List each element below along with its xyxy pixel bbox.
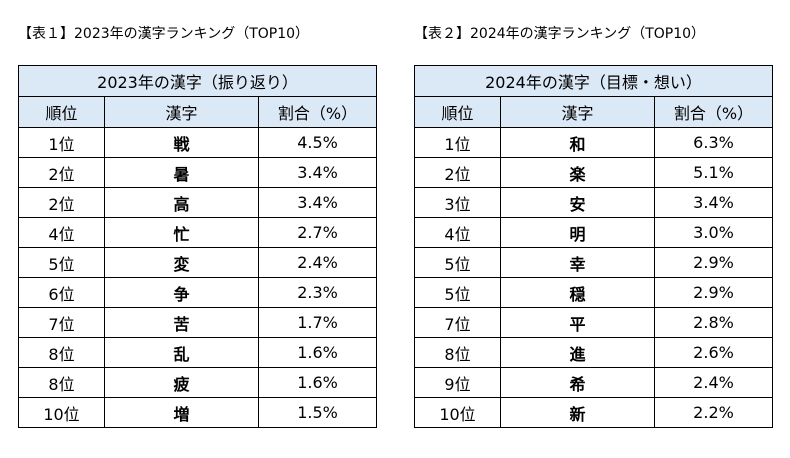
table1-header-rank: 順位 <box>18 96 105 128</box>
kanji-cell: 安 <box>500 187 655 218</box>
table1-caption: 【表１】2023年の漢字ランキング（TOP10） <box>18 26 310 42</box>
share-cell: 2.3% <box>257 277 378 308</box>
table-row: 2位 楽 5.1% <box>414 157 773 188</box>
rank-cell: 4位 <box>414 217 501 248</box>
kanji-cell: 和 <box>500 127 655 158</box>
table1-title: 2023年の漢字（振り返り） <box>17 65 378 97</box>
share-cell: 1.5% <box>257 397 378 428</box>
share-cell: 2.9% <box>654 277 773 308</box>
share-cell: 4.5% <box>257 127 378 158</box>
table-row: 2位 暑 3.4% <box>18 157 378 188</box>
kanji-cell: 乱 <box>104 337 259 368</box>
share-cell: 2.2% <box>654 397 773 428</box>
rank-cell: 7位 <box>18 307 105 338</box>
share-cell: 5.1% <box>654 157 773 188</box>
rank-cell: 1位 <box>414 127 501 158</box>
rank-cell: 4位 <box>18 217 105 248</box>
table-row: 5位 幸 2.9% <box>414 247 773 278</box>
table-row: 4位 忙 2.7% <box>18 217 378 248</box>
table-row: 6位 争 2.3% <box>18 277 378 308</box>
kanji-cell: 平 <box>500 307 655 338</box>
share-cell: 3.0% <box>654 217 773 248</box>
kanji-cell: 増 <box>104 397 259 428</box>
table-row: 1位 和 6.3% <box>414 127 773 158</box>
table-row: 7位 平 2.8% <box>414 307 773 338</box>
table-row: 2位 高 3.4% <box>18 187 378 218</box>
rank-cell: 5位 <box>414 277 501 308</box>
rank-cell: 8位 <box>18 337 105 368</box>
kanji-cell: 戦 <box>104 127 259 158</box>
table2-header-rank: 順位 <box>414 96 501 128</box>
rank-cell: 3位 <box>414 187 501 218</box>
table1-header-kanji: 漢字 <box>104 96 259 128</box>
table2-title: 2024年の漢字（目標・想い） <box>414 65 773 97</box>
share-cell: 1.7% <box>257 307 378 338</box>
rank-cell: 5位 <box>414 247 501 278</box>
table-row: 1位 戦 4.5% <box>18 127 378 158</box>
kanji-cell: 苦 <box>104 307 259 338</box>
rank-cell: 9位 <box>414 367 501 398</box>
table1: 2023年の漢字（振り返り） 順位 漢字 割合（%） 1位 戦 4.5% 2位 … <box>17 65 378 428</box>
table-row: 5位 変 2.4% <box>18 247 378 278</box>
share-cell: 3.4% <box>257 157 378 188</box>
share-cell: 6.3% <box>654 127 773 158</box>
table-row: 10位 増 1.5% <box>18 397 378 428</box>
table-row: 10位 新 2.2% <box>414 397 773 428</box>
kanji-cell: 明 <box>500 217 655 248</box>
table-row: 7位 苦 1.7% <box>18 307 378 338</box>
rank-cell: 6位 <box>18 277 105 308</box>
rank-cell: 10位 <box>414 397 501 428</box>
kanji-cell: 楽 <box>500 157 655 188</box>
table-row: 8位 進 2.6% <box>414 337 773 368</box>
kanji-cell: 希 <box>500 367 655 398</box>
table-row: 8位 疲 1.6% <box>18 367 378 398</box>
table-row: 3位 安 3.4% <box>414 187 773 218</box>
share-cell: 3.4% <box>257 187 378 218</box>
kanji-cell: 暑 <box>104 157 259 188</box>
rank-cell: 2位 <box>18 157 105 188</box>
share-cell: 2.4% <box>654 367 773 398</box>
share-cell: 2.9% <box>654 247 773 278</box>
table-row: 8位 乱 1.6% <box>18 337 378 368</box>
rank-cell: 8位 <box>414 337 501 368</box>
share-cell: 1.6% <box>257 337 378 368</box>
share-cell: 3.4% <box>654 187 773 218</box>
table2: 2024年の漢字（目標・想い） 順位 漢字 割合（%） 1位 和 6.3% 2位… <box>414 65 773 428</box>
kanji-cell: 新 <box>500 397 655 428</box>
table-row: 4位 明 3.0% <box>414 217 773 248</box>
kanji-cell: 進 <box>500 337 655 368</box>
table1-header-share: 割合（%） <box>257 96 378 128</box>
rank-cell: 8位 <box>18 367 105 398</box>
table2-header-kanji: 漢字 <box>500 96 655 128</box>
share-cell: 2.4% <box>257 247 378 278</box>
rank-cell: 7位 <box>414 307 501 338</box>
kanji-cell: 争 <box>104 277 259 308</box>
kanji-cell: 忙 <box>104 217 259 248</box>
rank-cell: 1位 <box>18 127 105 158</box>
share-cell: 2.8% <box>654 307 773 338</box>
rank-cell: 10位 <box>18 397 105 428</box>
kanji-cell: 疲 <box>104 367 259 398</box>
rank-cell: 2位 <box>18 187 105 218</box>
table2-caption: 【表２】2024年の漢字ランキング（TOP10） <box>414 26 706 42</box>
share-cell: 1.6% <box>257 367 378 398</box>
table2-header-share: 割合（%） <box>654 96 773 128</box>
table-row: 5位 穏 2.9% <box>414 277 773 308</box>
kanji-cell: 変 <box>104 247 259 278</box>
kanji-cell: 幸 <box>500 247 655 278</box>
share-cell: 2.6% <box>654 337 773 368</box>
share-cell: 2.7% <box>257 217 378 248</box>
table-row: 9位 希 2.4% <box>414 367 773 398</box>
rank-cell: 2位 <box>414 157 501 188</box>
kanji-cell: 高 <box>104 187 259 218</box>
rank-cell: 5位 <box>18 247 105 278</box>
kanji-cell: 穏 <box>500 277 655 308</box>
